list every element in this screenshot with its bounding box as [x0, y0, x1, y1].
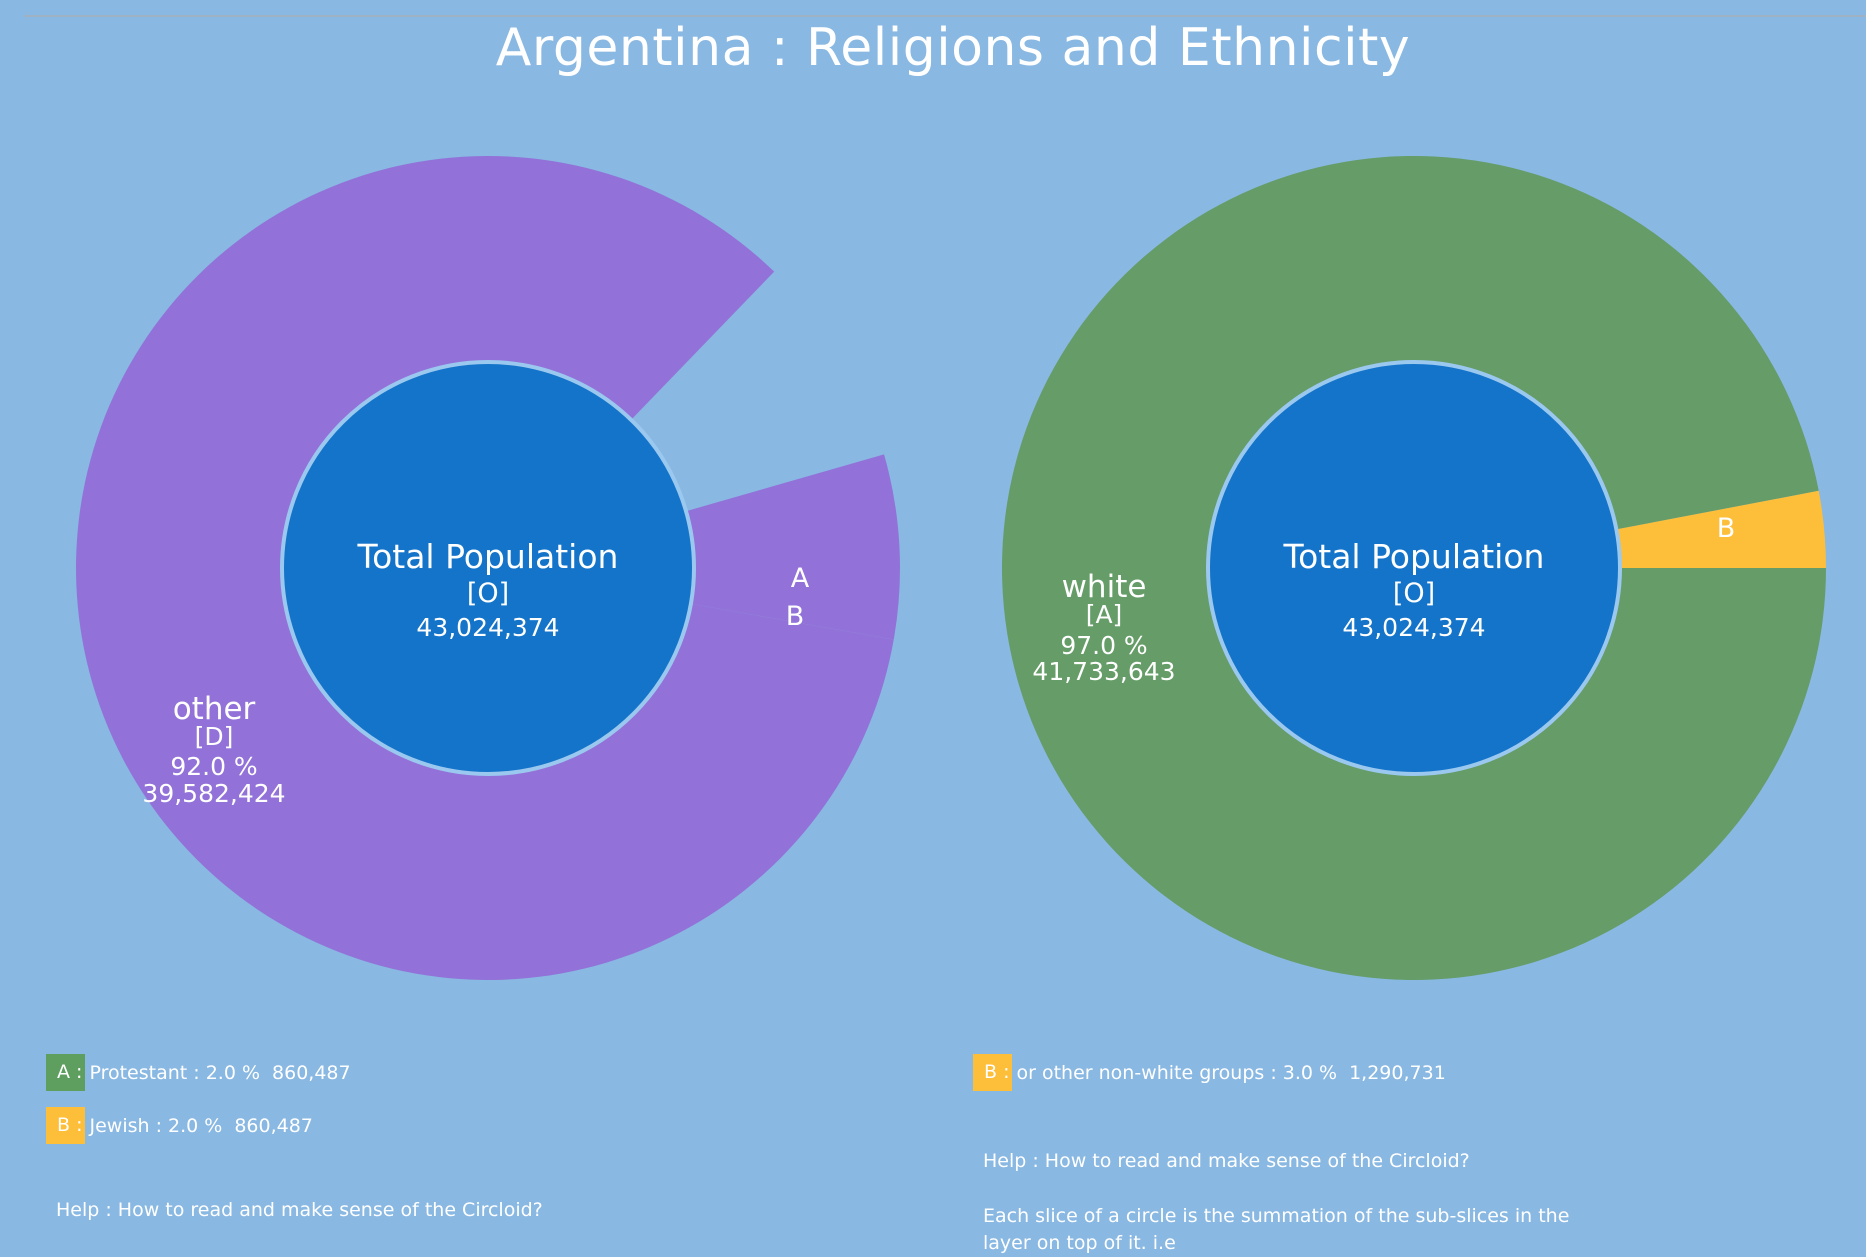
legend-value-b: 860,487	[234, 1114, 313, 1137]
help-link-right[interactable]: Help : How to read and make sense of the…	[983, 1150, 1470, 1172]
ethnicity-slice-label-white: white	[1062, 569, 1147, 605]
legend-item-a-left: A : Protestant : 2.0 % 860,487	[46, 1054, 351, 1091]
legend-key-b: B :	[46, 1107, 86, 1144]
religion-arc-label-a: A	[791, 563, 810, 594]
legend-text-b: Jewish : 2.0 %	[89, 1114, 223, 1137]
ethnicity-arc-label-b: B	[1717, 513, 1736, 544]
ethnicity-center-title: Total Population	[1283, 537, 1545, 576]
religion-slice-other[interactable]	[76, 156, 894, 980]
religion-slice-label-other: other	[173, 691, 256, 727]
chart-title: Argentina : Religions and Ethnicity	[495, 18, 1411, 78]
help-link-left[interactable]: Help : How to read and make sense of the…	[56, 1199, 543, 1221]
religion-slice-code-other: [D]	[195, 722, 234, 751]
help-description-right: Each slice of a circle is the summation …	[983, 1205, 1570, 1254]
religion-arc-label-b: B	[786, 601, 805, 632]
legend-key-b-right: B :	[973, 1054, 1013, 1091]
religion-slice-percent-other: 92.0 %	[170, 752, 257, 781]
legend-item-b-right: B : or other non-white groups : 3.0 % 1,…	[973, 1054, 1446, 1091]
legend-value-a: 860,487	[272, 1061, 351, 1084]
ethnicity-center-code: [O]	[1393, 578, 1435, 609]
ethnicity-slice-value-white: 41,733,643	[1032, 657, 1175, 686]
ethnicity-center-value: 43,024,374	[1342, 613, 1485, 642]
legend-key-a: A :	[46, 1054, 86, 1091]
legend-value-b-right: 1,290,731	[1349, 1061, 1446, 1084]
top-rule	[24, 15, 1866, 17]
legend-text-a: Protestant : 2.0 %	[89, 1061, 261, 1084]
ethnicity-slice-non-white[interactable]	[1616, 490, 1826, 568]
circloid-charts: Total Population [O] 43,024,374 other [D…	[76, 155, 1826, 980]
religion-center-circle	[280, 360, 696, 776]
religion-slice-value-other: 39,582,424	[142, 779, 285, 808]
religion-circloid: Total Population [O] 43,024,374 other [D…	[76, 156, 901, 980]
ethnicity-center-circle	[1206, 360, 1622, 776]
religion-center-value: 43,024,374	[416, 613, 559, 642]
ethnicity-slice-percent-white: 97.0 %	[1060, 631, 1147, 660]
religion-slice-a-b[interactable]	[686, 454, 901, 640]
legend-text-b-right: or other non-white groups : 3.0 %	[1016, 1061, 1338, 1084]
ethnicity-circloid: Total Population [O] 43,024,374 white [A…	[1002, 155, 1826, 980]
legend-item-b-left: B : Jewish : 2.0 % 860,487	[46, 1107, 313, 1144]
religion-center-title: Total Population	[357, 537, 619, 576]
ethnicity-slice-code-white: [A]	[1086, 600, 1123, 629]
religion-center-code: [O]	[467, 578, 509, 609]
